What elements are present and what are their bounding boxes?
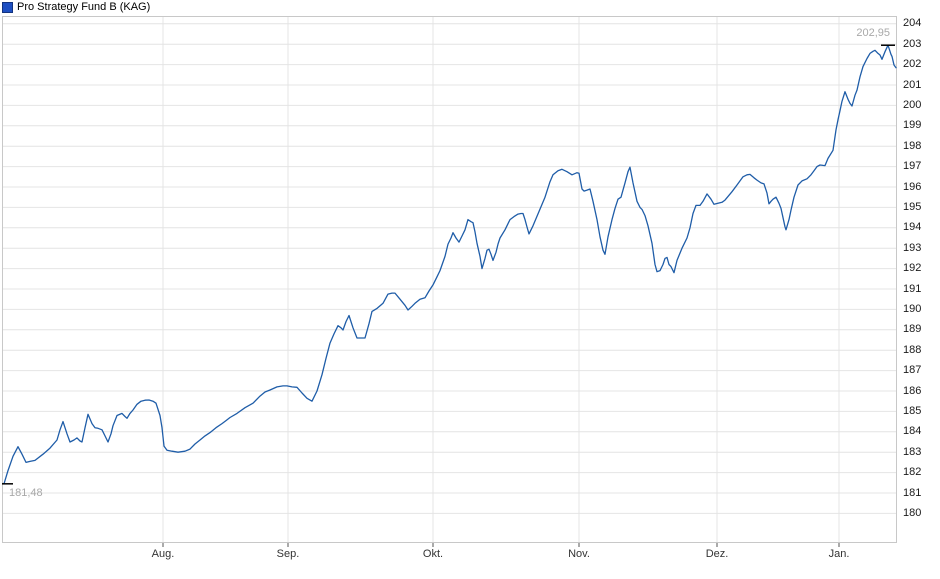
series-title: Pro Strategy Fund B (KAG) (17, 0, 151, 13)
y-axis-label: 181 (903, 486, 922, 499)
y-axis-label: 196 (903, 180, 922, 193)
y-axis-label: 200 (903, 98, 922, 111)
x-axis-label: Dez. (705, 548, 729, 560)
price-line (3, 44, 897, 485)
y-axis-label: 194 (903, 221, 922, 234)
start-value-label: 181,48 (9, 487, 43, 499)
y-axis-label: 185 (903, 404, 922, 417)
y-axis-label: 202 (903, 58, 922, 71)
y-axis-label: 190 (903, 302, 922, 315)
x-axis-label: Nov. (568, 548, 590, 560)
y-axis-label: 191 (903, 282, 922, 295)
x-axis-label: Aug. (151, 548, 175, 560)
y-axis-label: 184 (903, 425, 922, 438)
chart-legend: Pro Strategy Fund B (KAG) (2, 0, 150, 14)
y-axis-label: 197 (903, 160, 922, 173)
y-axis-label: 182 (903, 466, 922, 479)
y-axis-label: 199 (903, 119, 922, 132)
plot-frame (2, 16, 897, 543)
x-axis-label: Sep. (276, 548, 300, 560)
y-axis-label: 188 (903, 343, 922, 356)
y-axis-label: 203 (903, 37, 922, 50)
y-axis-label: 186 (903, 384, 922, 397)
y-axis-label: 187 (903, 364, 922, 377)
y-axis-label: 189 (903, 323, 922, 336)
x-axis-label: Okt. (422, 548, 444, 560)
y-axis-label: 193 (903, 241, 922, 254)
y-axis-label: 204 (903, 17, 922, 30)
y-axis-label: 198 (903, 139, 922, 152)
y-axis-label: 195 (903, 200, 922, 213)
y-axis-label: 183 (903, 445, 922, 458)
series-color-swatch-icon (2, 1, 13, 13)
y-axis-label: 192 (903, 262, 922, 275)
y-axis-label: 180 (903, 506, 922, 519)
peak-value-label: 202,95 (856, 27, 890, 39)
y-axis-label: 201 (903, 78, 922, 91)
x-axis-label: Jan. (828, 548, 850, 560)
